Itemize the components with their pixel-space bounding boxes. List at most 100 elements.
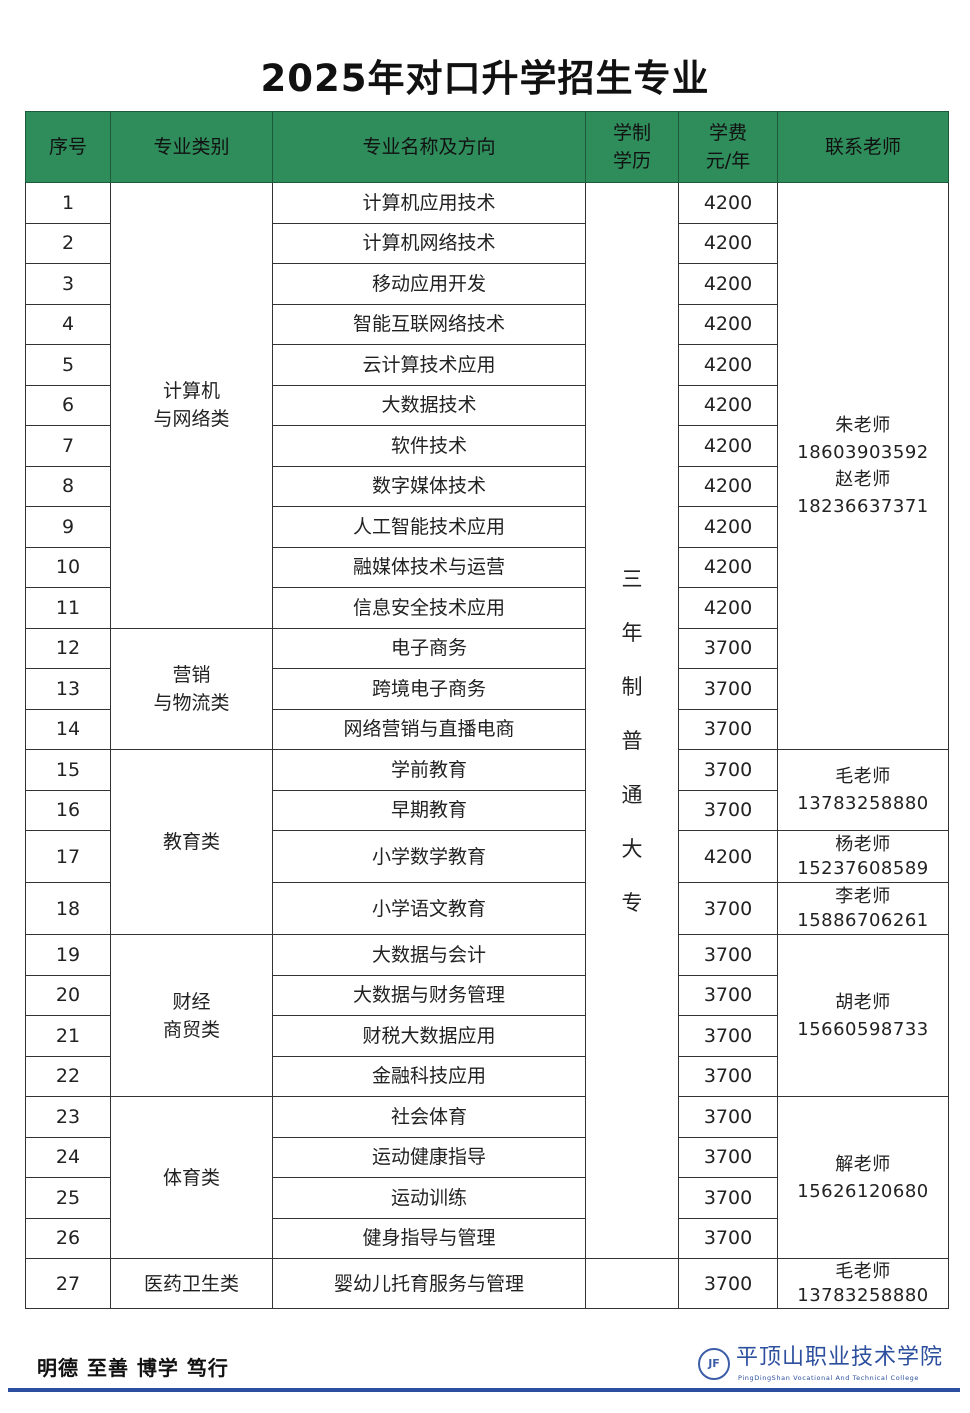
system-cell: 三年制普通大专 (585, 182, 679, 1259)
table-row: 8 数字媒体技术 4200 (25, 465, 949, 507)
table-header-row: 序号 专业类别 专业名称及方向 学制 学历 学费 元/年 联系老师 (25, 111, 949, 183)
table-row: 18 小学语文教育 3700 李老师 15886706261 (25, 882, 949, 935)
table-row: 24 运动健康指导 3700 (25, 1136, 949, 1178)
header-system-line1: 学制 (612, 122, 651, 144)
major-name: 大数据技术 (272, 384, 586, 426)
tuition-fee: 4200 (678, 344, 778, 386)
tuition-fee: 4200 (678, 546, 778, 588)
contact-cell: 胡老师 15660598733 (777, 934, 949, 1097)
tuition-fee: 3700 (678, 974, 778, 1016)
cell-line: 杨老师 (835, 833, 891, 855)
row-number: 8 (25, 465, 111, 507)
cell-line: 营销 (172, 663, 211, 686)
category-cell: 财经 商贸类 (110, 934, 273, 1097)
row-number: 26 (25, 1217, 111, 1259)
major-name: 大数据与财务管理 (272, 974, 586, 1016)
tuition-fee: 3700 (678, 627, 778, 669)
row-number: 25 (25, 1177, 111, 1219)
header-fee-line1: 学费 (708, 122, 747, 144)
table-row: 7 软件技术 4200 (25, 425, 949, 467)
tuition-fee: 3700 (678, 934, 778, 976)
major-name: 婴幼儿托育服务与管理 (272, 1258, 586, 1309)
cell-line: 计算机 (162, 380, 220, 403)
major-name: 社会体育 (272, 1096, 586, 1138)
major-name: 云计算技术应用 (272, 344, 586, 386)
header-major: 专业名称及方向 (272, 111, 586, 183)
row-number: 1 (25, 182, 111, 224)
table-row: 23 体育类 社会体育 3700 解老师 15626120680 (25, 1096, 949, 1259)
cell-line: 李老师 (835, 885, 891, 907)
cell-line: 15886706261 (797, 909, 929, 931)
cell-line: 教育类 (162, 831, 220, 853)
cell-line: 18603903592 (797, 442, 929, 463)
header-no: 序号 (25, 111, 111, 183)
cell-line: 医药卫生类 (143, 1272, 239, 1295)
tuition-fee: 4200 (678, 303, 778, 345)
table-row: 22 金融科技应用 3700 (25, 1055, 949, 1097)
row-number: 10 (25, 546, 111, 588)
table-row: 5 云计算技术应用 4200 (25, 344, 949, 386)
table-row: 3 移动应用开发 4200 (25, 263, 949, 305)
category-cell: 教育类 (110, 749, 273, 935)
row-number: 12 (25, 627, 111, 669)
major-name: 信息安全技术应用 (272, 587, 586, 629)
tuition-fee: 3700 (678, 668, 778, 710)
footer-motto: 明德 至善 博学 笃行 (37, 1356, 229, 1380)
row-number: 9 (25, 506, 111, 548)
table-row: 21 财税大数据应用 3700 (25, 1015, 949, 1057)
contact-cell: 杨老师 15237608589 (777, 830, 949, 883)
tuition-fee: 3700 (678, 749, 778, 791)
major-name: 大数据与会计 (272, 934, 586, 976)
tuition-fee: 3700 (678, 708, 778, 750)
footer-divider (8, 1388, 960, 1392)
cell-line: 15660598733 (797, 1018, 929, 1040)
row-number: 17 (25, 830, 111, 883)
cell-line: 体育类 (162, 1166, 220, 1189)
major-name: 融媒体技术与运营 (272, 546, 586, 588)
cell-line: 与物流类 (153, 691, 230, 714)
table-row: 19 财经 商贸类 大数据与会计 3700 胡老师 15660598733 (25, 934, 949, 1097)
row-number: 16 (25, 789, 111, 831)
row-number: 3 (25, 263, 111, 305)
row-number: 4 (25, 303, 111, 345)
table-row: 11 信息安全技术应用 4200 (25, 587, 949, 629)
category-cell: 医药卫生类 (110, 1258, 273, 1309)
cell-line: 商贸类 (162, 1018, 220, 1041)
category-cell: 营销 与物流类 (110, 627, 273, 750)
tuition-fee: 3700 (678, 1258, 778, 1309)
cell-line: 大 (621, 836, 643, 861)
table-body: 1 计算机 与网络类 计算机应用技术三年制普通大专 4200 朱老师 18603903592… (25, 182, 949, 1309)
major-name: 计算机网络技术 (272, 222, 586, 264)
table-row: 13 跨境电子商务 3700 (25, 668, 949, 710)
cell-line: 三 (621, 566, 643, 591)
table-row: 1 计算机 与网络类 计算机应用技术三年制普通大专 4200 朱老师 18603903592… (25, 182, 949, 1259)
major-name: 运动健康指导 (272, 1136, 586, 1178)
table-row: 20 大数据与财务管理 3700 (25, 974, 949, 1016)
table-row: 16 早期教育 3700 (25, 789, 949, 831)
row-number: 14 (25, 708, 111, 750)
college-seal-icon: JF (698, 1348, 730, 1380)
row-number: 15 (25, 749, 111, 791)
major-name: 金融科技应用 (272, 1055, 586, 1097)
major-name: 计算机应用技术 (272, 182, 586, 224)
major-name: 数字媒体技术 (272, 465, 586, 507)
college-logo: JF 平顶山职业技术学院 PingDingShan Vocational And… (698, 1345, 964, 1385)
table-row: 27 医药卫生类 婴幼儿托育服务与管理 3700 毛老师 13783258880 (25, 1258, 949, 1309)
major-name: 小学语文教育 (272, 882, 586, 935)
cell-line: 15237608589 (797, 857, 929, 879)
contact-cell: 朱老师 18603903592 赵老师 18236637371 (777, 182, 949, 750)
majors-table: 序号 专业类别 专业名称及方向 学制 学历 学费 元/年 联系老师 1 计算机 与网络类… (25, 111, 949, 1309)
major-name: 跨境电子商务 (272, 668, 586, 710)
header-system-line2: 学历 (612, 150, 651, 172)
tuition-fee: 4200 (678, 587, 778, 629)
table-row: 12 营销 与物流类 电子商务 3700 (25, 627, 949, 750)
table-row: 17 小学数学教育 4200 杨老师 15237608589 (25, 830, 949, 883)
tuition-fee: 3700 (678, 882, 778, 935)
contact-cell: 解老师 15626120680 (777, 1096, 949, 1259)
row-number: 20 (25, 974, 111, 1016)
table-row: 15 教育类 学前教育 3700 毛老师 13783258880 (25, 749, 949, 935)
cell-line: 财经 (172, 990, 211, 1013)
tuition-fee: 3700 (678, 1015, 778, 1057)
table-row: 25 运动训练 3700 (25, 1177, 949, 1219)
table-row: 10 融媒体技术与运营 4200 (25, 546, 949, 588)
